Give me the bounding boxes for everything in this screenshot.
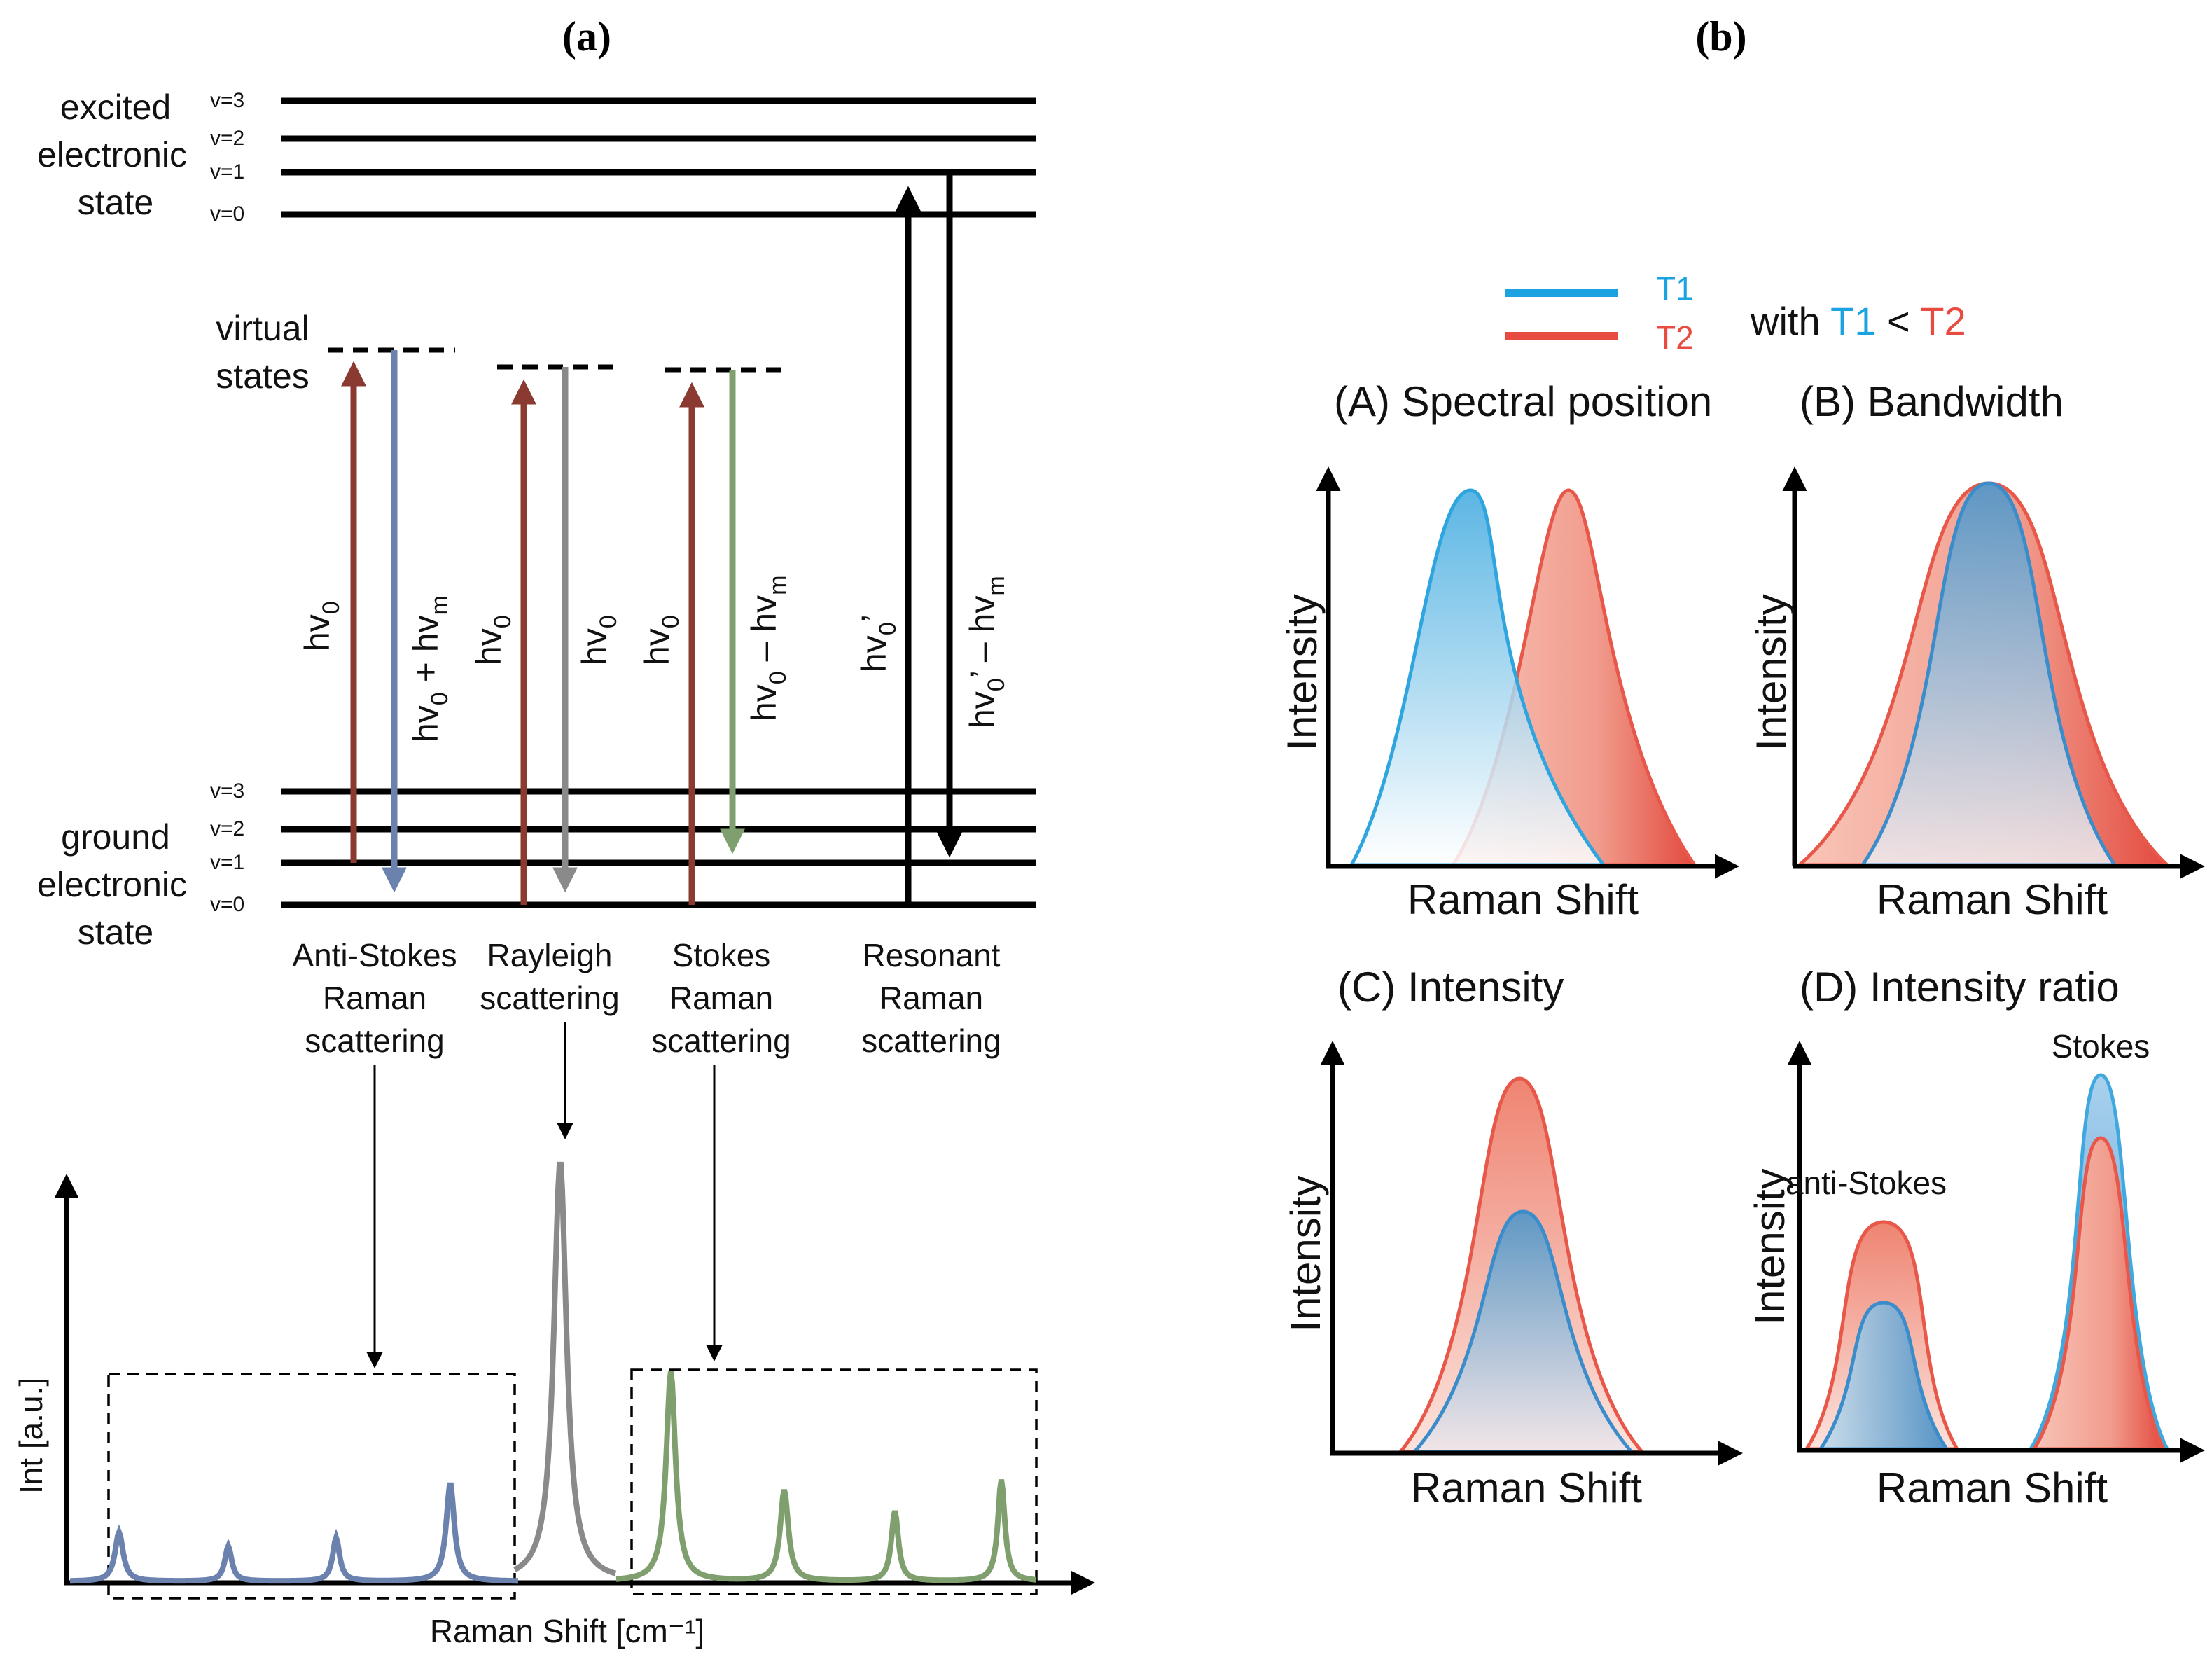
plot-b-y-label: Intensity: [1748, 594, 1795, 750]
spectrum-y-label: Int [a.u.]: [13, 1378, 49, 1494]
rayleigh-label-1: Rayleigh: [487, 937, 613, 973]
plot-d-y-label: Intensity: [1746, 1168, 1793, 1324]
plot-d-title: (D) Intensity ratio: [1800, 964, 2120, 1011]
excited-state-label-3: state: [78, 183, 153, 222]
excited-state-label-1: excited: [60, 88, 171, 127]
excited-state-label-2: electronic: [37, 135, 187, 174]
resonant-excitation-label: hv0’: [854, 614, 901, 672]
excited-label-v3: v=3: [210, 89, 244, 112]
ground-label-v1: v=1: [210, 851, 244, 874]
raman-spectrum: Int [a.u.] Raman Shift [cm⁻¹]: [13, 1161, 1095, 1649]
plot-a-title: (A) Spectral position: [1334, 378, 1712, 425]
plot-spectral-position: (A) Spectral position Intensity Raman Sh…: [1279, 378, 1739, 923]
stokes-label-3: scattering: [651, 1022, 791, 1059]
plot-b-x-label: Raman Shift: [1877, 876, 2108, 923]
excited-label-v0: v=0: [210, 202, 244, 226]
anti-stokes-peaks: [70, 1482, 518, 1584]
legend-t2-label: T2: [1656, 319, 1694, 356]
anti-stokes-region-box: [107, 1373, 516, 1600]
stokes-label-1: Stokes: [672, 937, 771, 973]
legend: T1 T2 with T1 < T2: [1505, 270, 1966, 356]
spectrum-x-label: Raman Shift [cm⁻¹]: [430, 1613, 704, 1649]
plot-bandwidth: (B) Bandwidth Intensity Raman Shift: [1748, 378, 2205, 923]
ground-label-v2: v=2: [210, 817, 244, 840]
stokes-label-2: Raman: [669, 980, 773, 1016]
plot-intensity-ratio: (D) Intensity ratio Intensity Raman Shif…: [1746, 964, 2205, 1511]
pointer-arrows: [366, 1022, 723, 1368]
resonant-label-2: Raman: [879, 980, 983, 1016]
ground-state-levels: v=3 v=2 v=1 v=0 ground electronic state: [37, 779, 1036, 952]
excited-state-levels: v=3 v=2 v=1 v=0 excited electronic state: [37, 88, 1036, 226]
scattering-labels: Anti-Stokes Raman scattering Rayleigh sc…: [292, 937, 1001, 1059]
stokes-emission-label: hv0 – hvm: [744, 576, 791, 721]
ground-state-label-2: electronic: [37, 865, 187, 904]
stokes-excitation-label: hv0: [637, 615, 684, 665]
anti-stokes-excitation-label: hv0: [298, 601, 345, 651]
plot-a-x-label: Raman Shift: [1407, 876, 1639, 923]
plot-d-t2-stokes: [2031, 1136, 2167, 1451]
plot-a-t1-curve: [1348, 488, 1608, 867]
resonant-label-3: scattering: [861, 1022, 1001, 1059]
anti-stokes-label-3: scattering: [305, 1022, 444, 1059]
anti-stokes-label-1: Anti-Stokes: [292, 937, 457, 973]
ground-state-label-1: ground: [61, 817, 170, 857]
panel-a-label: (a): [562, 13, 611, 60]
plot-d-anti-stokes-label: anti-Stokes: [1786, 1165, 1947, 1201]
rayleigh-label-2: scattering: [480, 980, 619, 1016]
rayleigh-emission-label: hv0: [575, 615, 622, 665]
plot-c-x-label: Raman Shift: [1411, 1464, 1642, 1511]
plot-c-y-label: Intensity: [1282, 1175, 1329, 1331]
plot-a-y-label: Intensity: [1279, 594, 1326, 750]
excited-label-v1: v=1: [210, 160, 244, 183]
legend-relation: with T1 < T2: [1750, 299, 1966, 343]
plot-intensity: (C) Intensity Intensity Raman Shift: [1282, 964, 1743, 1511]
anti-stokes-emission-label: hv0 + hvm: [406, 595, 453, 742]
stokes-region-box: [630, 1368, 1038, 1595]
stokes-peaks: [615, 1371, 1037, 1583]
anti-stokes-label-2: Raman: [323, 980, 426, 1016]
transition-arrows: [341, 172, 962, 905]
ground-label-v0: v=0: [210, 893, 244, 916]
virtual-states-label-2: states: [216, 356, 309, 396]
plot-d-t1-anti-stokes: [1817, 1301, 1950, 1451]
ground-state-label-3: state: [78, 913, 153, 952]
resonant-label-1: Resonant: [863, 937, 1001, 973]
plot-c-title: (C) Intensity: [1337, 964, 1564, 1011]
legend-t1-label: T1: [1656, 270, 1694, 307]
plot-d-x-label: Raman Shift: [1877, 1464, 2108, 1511]
excited-label-v2: v=2: [210, 127, 244, 150]
resonant-emission-label: hv0’ – hvm: [963, 576, 1010, 728]
rayleigh-excitation-label: hv0: [469, 615, 516, 665]
plot-b-t1-curve: [1859, 481, 2118, 867]
plot-c-t1-curve: [1410, 1209, 1636, 1454]
transition-labels: hv0 hv0 + hvm hv0 hv0 hv0 hv0 – hvm hv0’…: [298, 576, 1010, 742]
ground-label-v3: v=3: [210, 779, 244, 803]
plot-b-title: (B) Bandwidth: [1800, 378, 2064, 425]
plot-d-stokes-label: Stokes: [2052, 1028, 2150, 1065]
virtual-states: virtual states: [216, 309, 791, 396]
virtual-states-label-1: virtual: [216, 309, 309, 348]
panel-b-label: (b): [1695, 13, 1746, 60]
rayleigh-peak: [513, 1161, 617, 1576]
